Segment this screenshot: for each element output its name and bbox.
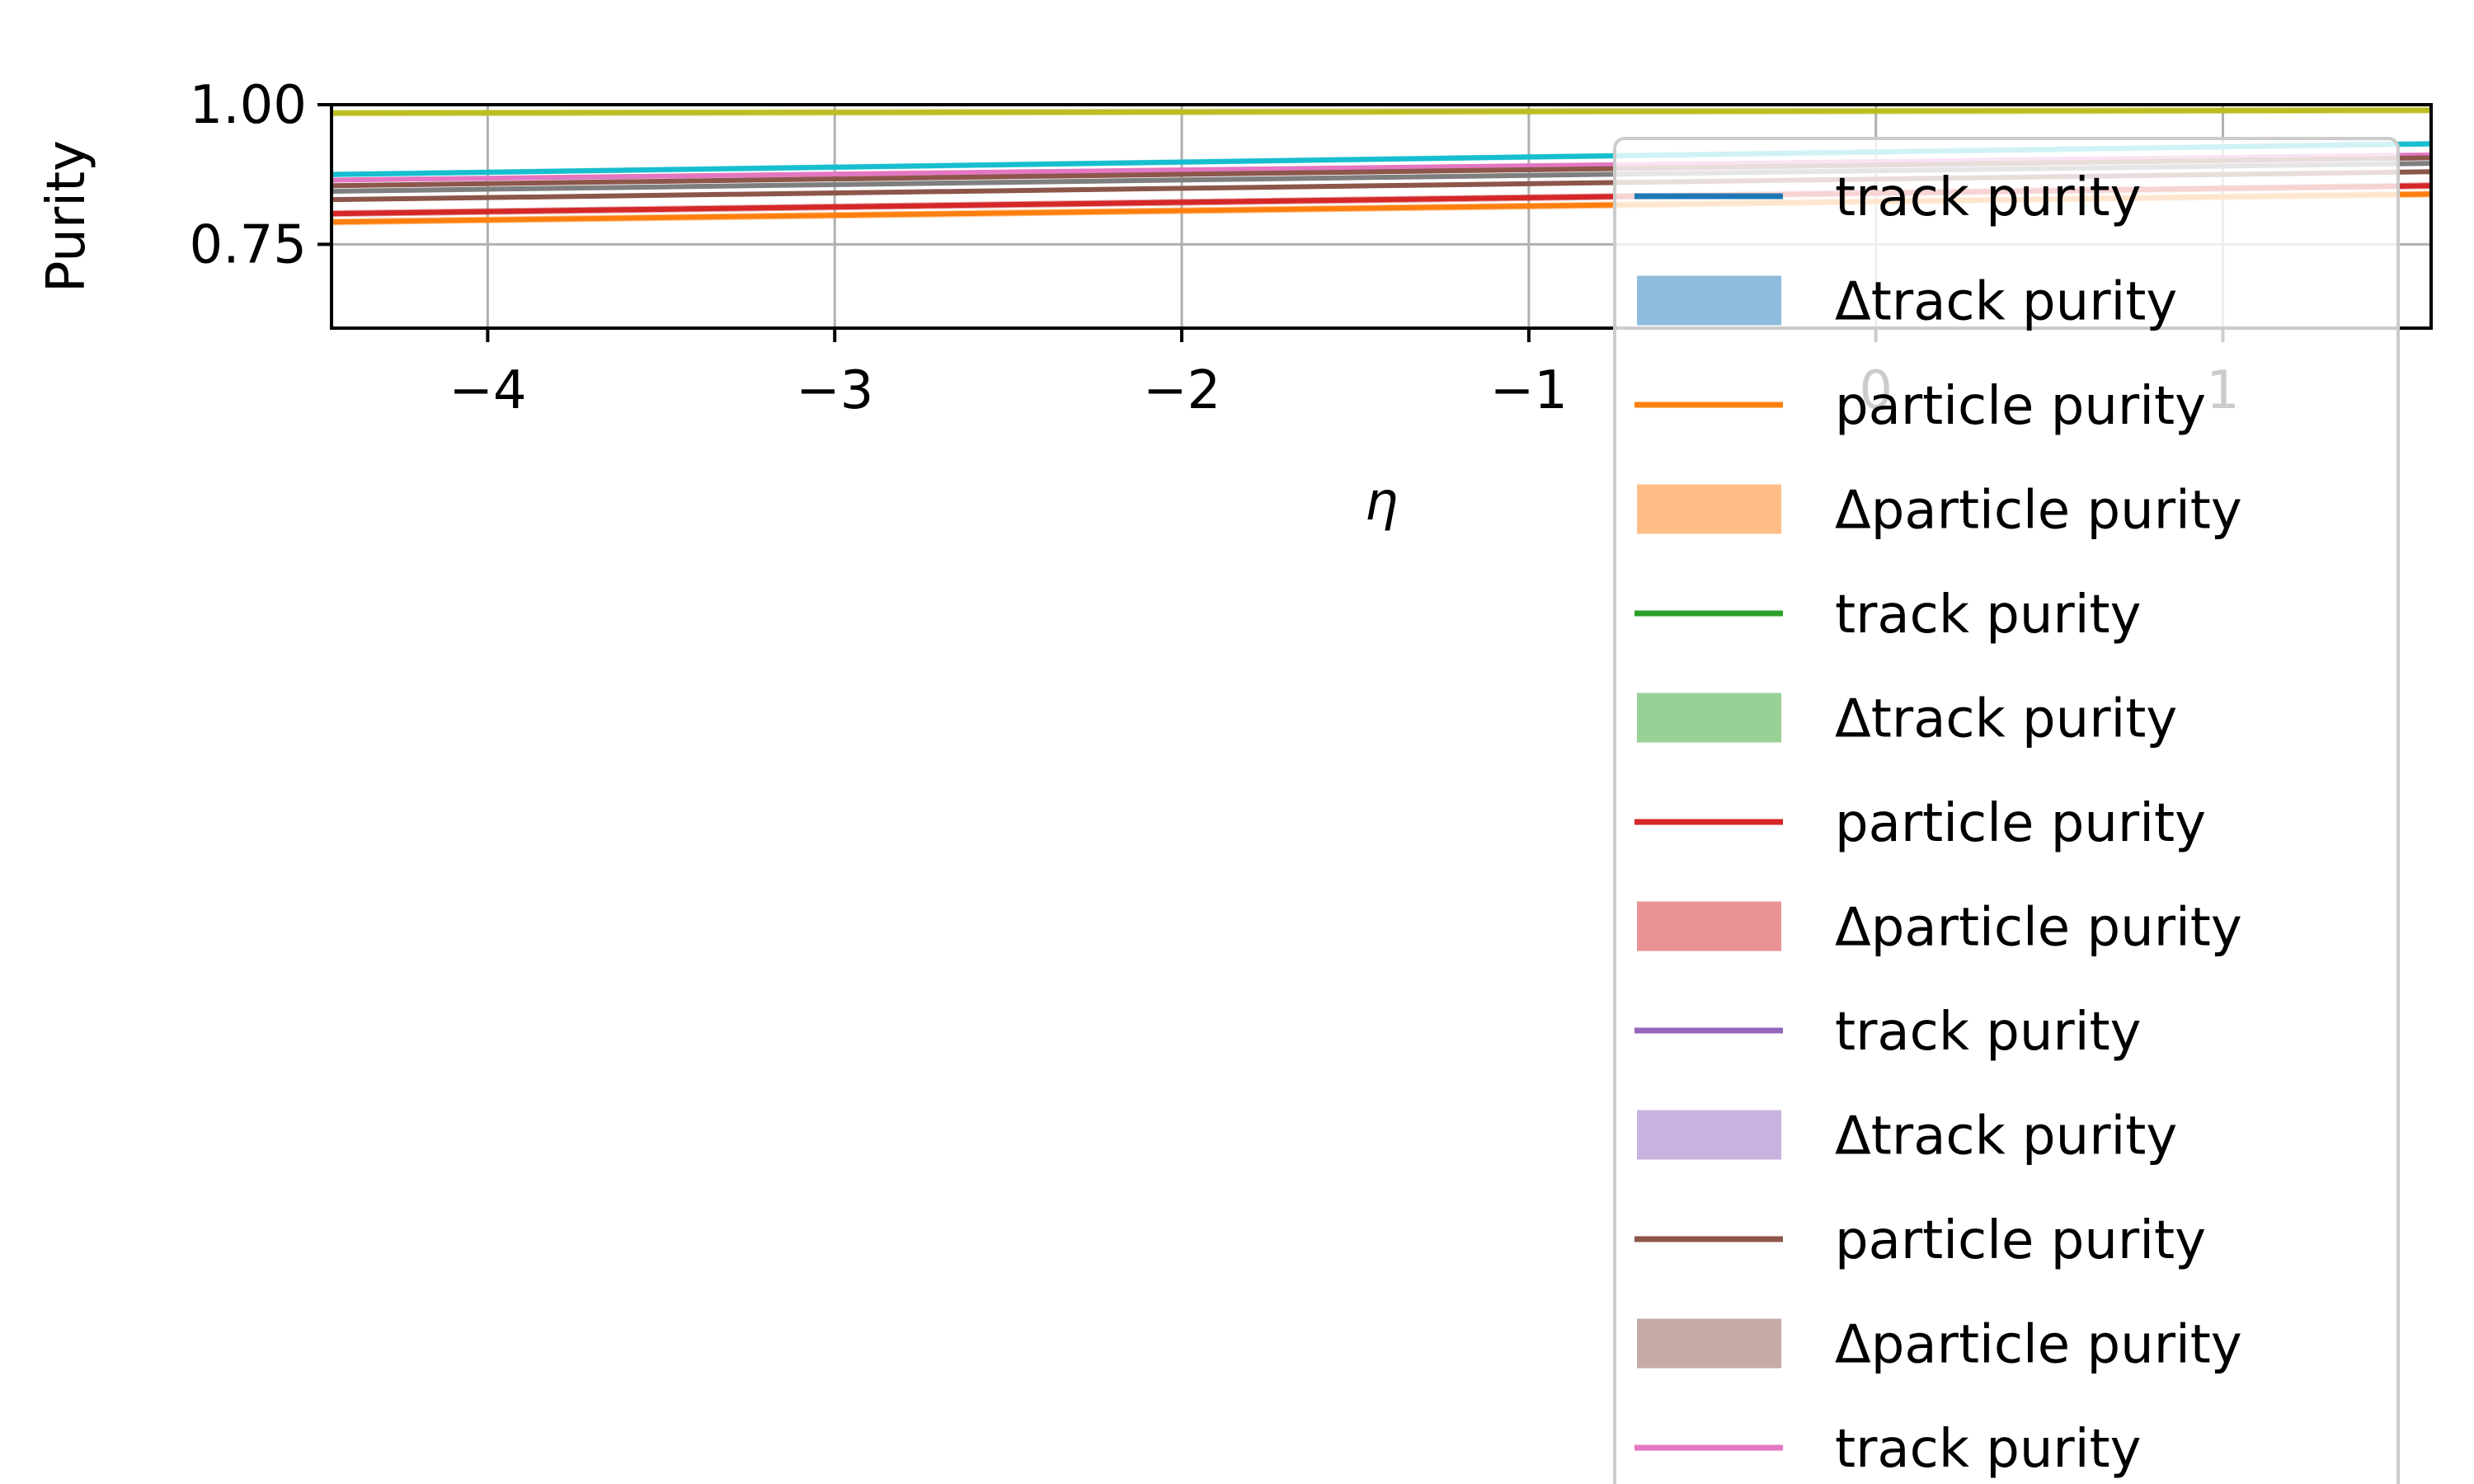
- legend-patch-swatch: [1637, 1318, 1781, 1369]
- legend-label: track purity: [1835, 1419, 2141, 1480]
- x-tick-label: −4: [449, 360, 526, 421]
- legend-label: track purity: [1835, 1002, 2141, 1063]
- x-tick-label: −3: [796, 360, 873, 421]
- legend-label: Δtrack purity: [1835, 1106, 2177, 1167]
- x-axis-label: η: [1365, 472, 1399, 533]
- axes-frame: [330, 103, 2433, 330]
- y-tick-label: 1.00: [190, 75, 308, 136]
- legend-label: track purity: [1835, 585, 2141, 646]
- y-tick-label: 0.75: [190, 214, 308, 275]
- legend-label: particle purity: [1835, 376, 2206, 437]
- y-axis-label: Purity: [36, 140, 97, 293]
- legend-label: Δparticle purity: [1835, 1315, 2242, 1376]
- series-line-0: [332, 107, 2431, 116]
- legend-label: Δparticle purity: [1835, 898, 2242, 959]
- legend-label: Δtrack purity: [1835, 272, 2177, 333]
- legend-patch-swatch: [1637, 484, 1781, 534]
- legend-label: particle purity: [1835, 1210, 2206, 1271]
- legend-patch-swatch: [1637, 1110, 1781, 1160]
- legend-patch-swatch: [1637, 275, 1781, 326]
- legend-label: Δtrack purity: [1835, 689, 2177, 750]
- legend-patch-swatch: [1637, 693, 1781, 743]
- legend: track purity Δtrack purity particle purity…: [1613, 137, 2400, 1484]
- x-tick-label: −2: [1143, 360, 1221, 421]
- legend-frame: [1613, 137, 2400, 1484]
- legend-label: track purity: [1835, 167, 2141, 228]
- legend-label: particle purity: [1835, 793, 2206, 854]
- legend-label: Δparticle purity: [1835, 481, 2242, 542]
- legend-patch-swatch: [1637, 901, 1781, 951]
- x-tick-label: −1: [1490, 360, 1568, 421]
